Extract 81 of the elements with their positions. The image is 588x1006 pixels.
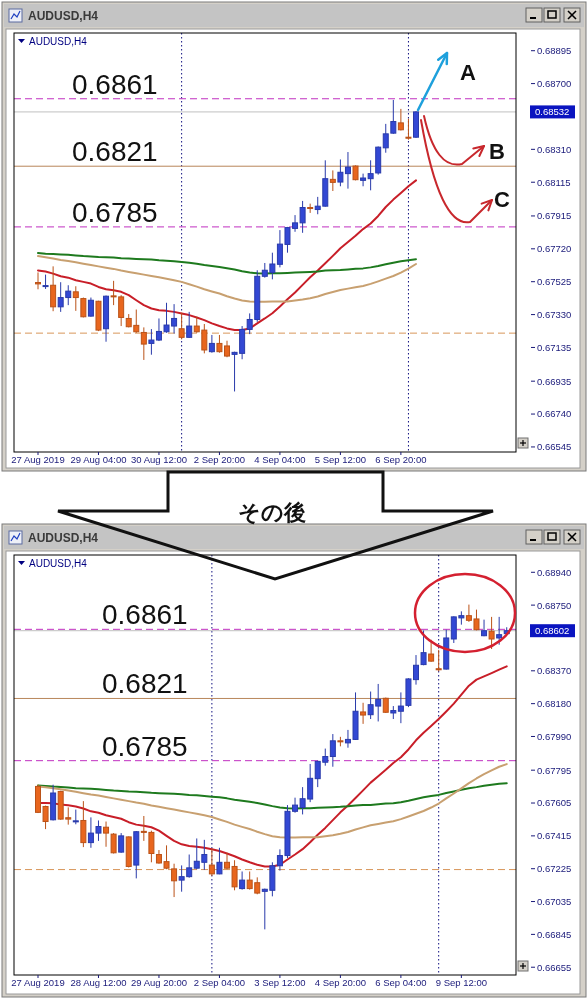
x-tick-label: 27 Aug 2019 — [11, 977, 65, 988]
candlestick — [50, 265, 57, 312]
text: A — [460, 60, 477, 85]
line-series — [37, 255, 417, 303]
y-tick-label: 0.67035 — [537, 895, 572, 907]
y-tick-label: 0.68700 — [537, 77, 572, 89]
y-tick-label: 0.68115 — [537, 176, 571, 188]
candlestick — [80, 800, 87, 848]
candlestick — [360, 702, 367, 725]
chart-subtitle: AUDUSD,H4 — [29, 558, 88, 569]
x-tick-label: 28 Aug 12:00 — [70, 977, 127, 988]
y-tick-label: 0.67415 — [537, 830, 572, 842]
x-tick-label: 30 Aug 12:00 — [130, 454, 187, 465]
y-tick-label: 0.68310 — [537, 143, 572, 155]
text: その後 — [238, 500, 306, 525]
ref-line-label: 0.68602 — [535, 625, 570, 637]
x-tick-label: 2 Sep 04:00 — [193, 977, 246, 988]
candlestick — [87, 297, 94, 318]
candlestick — [35, 271, 41, 290]
x-tick-label: 27 Aug 2019 — [11, 454, 65, 465]
ref-line-label: 0.6821 — [72, 136, 158, 168]
x-tick-label: 29 Aug 04:00 — [70, 454, 127, 465]
y-tick-label: 0.66740 — [537, 408, 572, 420]
y-tick-label: 0.67135 — [537, 341, 572, 353]
candlestick — [208, 334, 215, 354]
x-tick-label: 5 Sep 12:00 — [314, 454, 367, 465]
y-tick-label: 0.66545 — [537, 441, 572, 453]
y-tick-label: 0.68180 — [537, 698, 572, 710]
text: B — [489, 139, 505, 164]
line-series — [37, 179, 417, 332]
candlestick — [72, 285, 79, 312]
y-tick-label: 0.68750 — [537, 599, 572, 611]
candlestick — [118, 832, 125, 854]
x-tick-label: 6 Sep 20:00 — [375, 454, 427, 465]
y-tick-label: 0.67795 — [537, 764, 572, 776]
chart-title: AUDUSD,H4 — [28, 531, 99, 545]
ref-line-label: 0.6821 — [102, 668, 188, 700]
x-tick-label: 4 Sep 04:00 — [254, 454, 306, 465]
candlestick — [239, 870, 246, 891]
candlestick — [329, 733, 336, 768]
y-tick-label: 0.66845 — [537, 928, 572, 940]
y-tick-label: 0.67525 — [537, 276, 572, 288]
x-tick-label: 9 Sep 12:00 — [435, 977, 487, 988]
candlestick — [208, 848, 215, 877]
candlestick — [481, 619, 488, 637]
ref-line-label: 0.6861 — [102, 599, 188, 631]
x-tick-label: 4 Sep 20:00 — [314, 977, 367, 988]
candlestick — [435, 649, 442, 672]
y-tick-label: 0.67990 — [537, 730, 572, 742]
x-tick-label: 6 Sep 04:00 — [375, 977, 427, 988]
y-tick-label: 0.68940 — [537, 566, 572, 578]
text: C — [494, 187, 511, 212]
candlestick — [488, 616, 495, 650]
y-tick-label: 0.67720 — [537, 243, 572, 255]
ref-line-label: 0.6785 — [72, 196, 158, 228]
y-tick-label: 0.67225 — [537, 863, 572, 875]
ref-line-label: 0.6785 — [102, 730, 188, 762]
y-tick-label: 0.68895 — [537, 45, 572, 57]
ref-line-label: 0.6861 — [72, 68, 158, 100]
candlestick — [329, 169, 336, 192]
x-tick-label: 2 Sep 20:00 — [193, 454, 246, 465]
candlestick — [405, 118, 412, 141]
candlestick — [140, 326, 147, 361]
y-tick-label: 0.67915 — [537, 210, 572, 222]
candlestick — [186, 311, 193, 339]
line-series — [37, 252, 417, 275]
x-tick-label: 29 Aug 20:00 — [130, 977, 187, 988]
y-tick-label: 0.66655 — [537, 961, 572, 973]
candlestick — [178, 312, 185, 340]
y-tick-label: 0.67330 — [537, 308, 572, 320]
candlestick — [496, 616, 503, 646]
y-tick-label: 0.66935 — [537, 375, 572, 387]
candlestick — [216, 847, 223, 875]
chart-title: AUDUSD,H4 — [28, 9, 99, 23]
y-tick-label: 0.67605 — [537, 797, 572, 809]
y-tick-label: 0.68370 — [537, 665, 572, 677]
x-tick-label: 3 Sep 12:00 — [254, 977, 306, 988]
line-series — [37, 782, 508, 810]
candlestick — [420, 630, 427, 666]
chart-subtitle: AUDUSD,H4 — [29, 36, 88, 47]
ref-line-label: 0.68532 — [535, 106, 570, 118]
